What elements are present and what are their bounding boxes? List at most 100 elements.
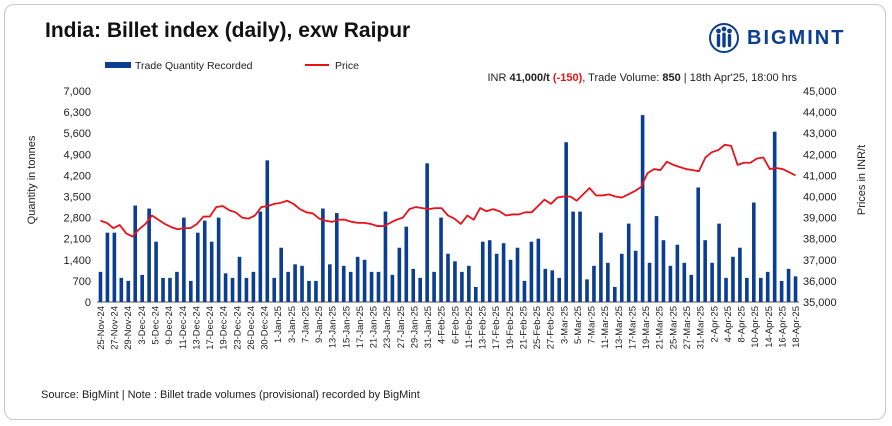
x-tick-label: 23-Jan-25 [381,306,392,348]
quantity-bar [195,232,200,302]
quantity-bar [216,217,221,302]
quantity-bar [126,280,131,302]
quantity-bar [112,232,117,302]
quantity-bar [758,277,763,302]
quantity-bar [147,208,151,302]
axes: 0 700 1,400 2,100 2,800 3,500 4,200 4,900 5,600 6… [63,86,836,309]
x-tick-label: 17-Dec-24 [204,306,215,350]
x-tick-label: 7-Mar-25 [586,306,597,344]
quantity-bar [314,280,318,302]
x-tick-label: 3-Dec-24 [136,306,147,345]
quantity-bar [182,217,186,302]
chart-frame: India: Billet index (daily), exw Raipur … [4,4,886,420]
quantity-bar [592,265,596,302]
quantity-bar [626,223,631,302]
quantity-bar [355,256,360,302]
quantity-bar [425,163,429,302]
quantity-bar [307,280,311,302]
x-tick-label: 11-Dec-24 [177,306,188,349]
quantity-bar [585,279,589,302]
combo-chart: Trade Quantity Recorded Price INR 41,000… [26,60,868,350]
quantity-bar [745,277,749,302]
quantity-bar [460,271,464,302]
x-tick-label: 5-Dec-24 [149,306,160,345]
y-tick-right: 45,000 [803,86,837,98]
quantity-bar [515,247,520,302]
quantity-bar [522,280,527,302]
x-tick-label: 26-Dec-24 [245,306,256,350]
x-tick-label: 31-Mar-25 [695,306,706,349]
x-tick-label: 19-Dec-24 [218,306,229,350]
y-tick-left: 4,200 [63,170,91,182]
quantity-bar [258,211,263,302]
x-tick-label: 25-Mar-25 [667,306,678,349]
quantity-bar [661,240,666,302]
price-series-line [100,143,796,238]
y-tick-right: 42,000 [803,149,837,161]
y-tick-left: 3,500 [63,192,91,204]
x-tick-label: 1-Jan-25 [272,306,283,343]
quantity-bar [321,208,325,302]
quantity-bar [786,268,791,302]
y-tick-right: 40,000 [803,192,837,204]
y-tick-left: 700 [73,276,91,288]
legend-quantity-label: Trade Quantity Recorded [135,60,253,72]
quantity-bar [536,238,541,302]
y-tick-right: 38,000 [803,234,837,246]
x-tick-label: 11-Feb-25 [463,306,474,349]
x-tick-label: 17-Jan-25 [354,306,365,348]
quantity-bar [168,277,172,302]
quantity-bar [467,265,471,302]
quantity-bar [480,241,485,302]
quantity-bar [779,280,784,302]
x-tick-label: 29-Nov-24 [122,306,133,350]
quantity-bar [411,268,416,302]
quantity-bar [362,259,367,302]
x-tick-label: 13-Dec-24 [190,306,201,350]
quantity-bar [439,217,443,302]
y-tick-right: 44,000 [803,107,837,119]
x-tick-label: 13-Mar-25 [613,306,624,349]
quantity-bar [793,276,798,302]
quantity-bar [710,262,714,302]
quantity-bar [473,286,478,302]
logo-text: BIGMINT [747,26,846,49]
quantity-bar [237,256,242,302]
y-tick-left: 5,600 [63,128,91,140]
quantity-bar [105,232,110,302]
quantity-bar [675,244,680,302]
quantity-bar [300,265,304,302]
x-tick-label: 14-Apr-25 [763,306,774,348]
quantity-bar [446,253,450,302]
quantity-bar [98,271,103,302]
quantity-bar [501,243,506,302]
x-tick-label: 18-Apr-25 [790,306,801,348]
x-tick-label: 13-Feb-25 [477,306,488,349]
quantity-bar [140,274,144,302]
quantity-bar [230,277,235,302]
quantity-bar [161,277,165,302]
x-tick-label: 31-Jan-25 [422,306,433,348]
quantity-bar [738,247,742,302]
quantity-bar [223,273,228,302]
quantity-bar [487,240,492,302]
y-tick-right: 36,000 [803,276,837,288]
quantity-bar [272,277,277,302]
bigmint-emblem-icon [709,23,739,53]
x-tick-label: 25-Feb-25 [531,306,542,349]
quantity-bar [682,262,687,302]
quantity-bar [369,271,374,302]
quantity-bar [529,241,534,302]
x-tick-label: 27-Nov-24 [109,306,120,350]
quantity-bar [772,131,777,302]
x-tick-label: 5-Mar-25 [572,306,583,344]
quantity-bar [731,256,735,302]
x-tick-label: 17-Feb-25 [490,306,501,349]
x-tick-label: 29-Jan-25 [408,306,419,348]
x-tick-label: 2-Apr-25 [708,306,719,342]
quantity-bar [418,277,422,302]
x-tick-label: 6-Feb-25 [449,306,460,344]
x-tick-label: 16-Apr-25 [776,306,787,348]
quantity-bar [154,241,158,302]
x-tick-label: 4-Feb-25 [436,306,447,344]
